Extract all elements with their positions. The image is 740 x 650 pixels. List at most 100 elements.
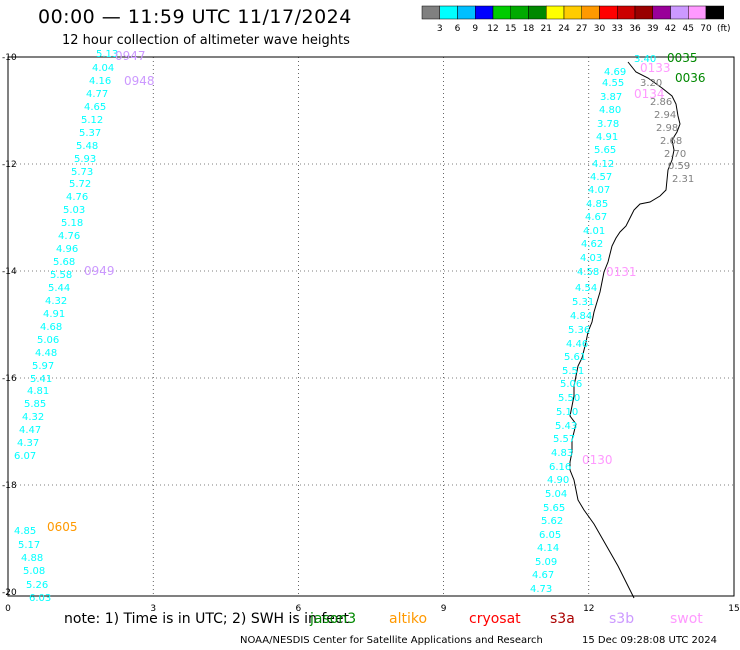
- x-tick-label: 12: [583, 604, 594, 614]
- color-scale-label: 36: [629, 24, 641, 34]
- wave-height-label: 4.83: [551, 448, 573, 459]
- wave-height-label: 6.03: [29, 593, 51, 604]
- legend-mission-s3b: s3b: [609, 611, 635, 627]
- color-scale-label: 33: [612, 24, 623, 34]
- wave-height-label: 5.73: [71, 167, 93, 178]
- wave-height-label: 4.32: [22, 412, 44, 423]
- wave-height-label: 4.81: [27, 386, 49, 397]
- color-scale-label: 39: [647, 24, 659, 34]
- y-tick-label: -16: [2, 374, 17, 384]
- color-scale-swatch: [634, 5, 653, 20]
- color-scale-label: 27: [576, 24, 587, 34]
- color-scale-label: 42: [665, 24, 676, 34]
- wave-height-label: 4.14: [537, 543, 559, 554]
- wave-height-label: 4.57: [590, 172, 612, 183]
- wave-height-label: 5.97: [32, 361, 54, 372]
- wave-height-label: 4.80: [599, 105, 621, 116]
- wave-height-label: 5.06: [37, 335, 59, 346]
- wave-height-label: 4.76: [66, 192, 88, 203]
- color-scale-swatch: [599, 5, 618, 20]
- color-scale-swatch: [457, 5, 476, 20]
- wave-height-label: 5.09: [535, 557, 557, 568]
- wave-height-label: 4.47: [19, 425, 41, 436]
- wave-height-label: 2.98: [656, 123, 678, 134]
- wave-height-label: 5.31: [572, 297, 594, 308]
- x-axis-ticks: 0 3 6 9 12 15: [5, 604, 740, 614]
- pass-time-labels: 0947 0948 0949 0605 0035 0036 0133 0134 0131 0130: [47, 49, 706, 534]
- color-scale-label: 24: [558, 24, 570, 34]
- wave-height-label: 2.31: [672, 174, 694, 185]
- wave-height-label: 5.68: [53, 257, 75, 268]
- wave-height-label: 5.61: [564, 352, 586, 363]
- y-tick-label: -18: [2, 481, 17, 491]
- wave-height-label: 5.65: [594, 145, 616, 156]
- color-scale-label: 12: [487, 24, 498, 34]
- wave-height-label: 4.67: [585, 212, 607, 223]
- wave-height-label: 3.87: [600, 92, 622, 103]
- color-scale-swatch: [528, 5, 547, 20]
- color-scale-label: 70: [700, 24, 712, 34]
- wave-height-label: 3.20: [640, 78, 662, 89]
- footer-credit: NOAA/NESDIS Center for Satellite Applica…: [240, 635, 543, 646]
- map-frame: [7, 56, 735, 597]
- wave-height-label: 4.01: [583, 226, 605, 237]
- wave-height-label: 4.88: [21, 553, 43, 564]
- y-tick-label: -10: [2, 53, 17, 63]
- x-tick-label: 0: [5, 604, 11, 614]
- wave-height-label: 5.51: [562, 366, 584, 377]
- legend-note: note: 1) Time is in UTC; 2) SWH is in fe…: [64, 611, 350, 627]
- wave-height-label: 4.07: [588, 185, 610, 196]
- wave-height-label: 5.50: [558, 393, 580, 404]
- wave-height-label: 4.12: [592, 159, 614, 170]
- color-scale-swatch: [617, 5, 636, 20]
- wave-height-label: 4.85: [14, 526, 36, 537]
- wave-height-label: 5.17: [18, 540, 40, 551]
- pass-time-label: 0134: [634, 87, 665, 101]
- wave-height-label: 5.04: [545, 489, 567, 500]
- color-scale-swatch: [563, 5, 582, 20]
- coastline: [569, 61, 681, 599]
- page-subtitle: 12 hour collection of altimeter wave hei…: [62, 33, 350, 48]
- pass-time-label: 0947: [115, 49, 146, 63]
- color-scale-swatch: [546, 5, 565, 20]
- wave-height-label: 5.43: [555, 421, 577, 432]
- grid-lines: [8, 57, 734, 596]
- wave-height-label: 4.16: [89, 76, 111, 87]
- x-tick-label: 9: [441, 604, 447, 614]
- wave-height-label: 5.85: [24, 399, 46, 410]
- wave-height-label: 4.85: [586, 199, 608, 210]
- altimeter-tracks: 5.13 4.04 4.16 4.77 4.65 5.12 5.37 5.48 5.93 5.73…: [14, 49, 694, 604]
- wave-height-label: 2.70: [664, 149, 686, 160]
- wave-height-label: 4.68: [40, 322, 62, 333]
- wave-height-label: 5.06: [560, 379, 582, 390]
- wave-height-label: 3.78: [597, 119, 619, 130]
- wave-height-label: 4.46: [566, 339, 588, 350]
- wave-height-label: 2.94: [654, 110, 676, 121]
- x-tick-label: 6: [296, 604, 302, 614]
- wave-height-label: 4.91: [596, 132, 618, 143]
- wave-height-label: 4.62: [581, 239, 603, 250]
- wave-height-label: 4.55: [602, 78, 624, 89]
- pass-time-label: 0948: [124, 74, 155, 88]
- wave-height-label: 4.69: [604, 67, 626, 78]
- wave-height-label: 5.03: [63, 205, 85, 216]
- y-axis-ticks: -10 -12 -14 -16 -18 -20: [2, 53, 17, 598]
- color-scale-swatch: [510, 5, 529, 20]
- color-scale-label: 6: [455, 24, 461, 34]
- y-tick-label: -12: [2, 160, 17, 170]
- color-scale-swatch: [652, 5, 671, 20]
- wave-height-label: 2.86: [650, 97, 672, 108]
- wave-height-label: 3.40: [634, 54, 656, 65]
- wave-height-label: 5.62: [541, 516, 563, 527]
- wave-height-label: 5.18: [61, 218, 83, 229]
- wave-height-label: 5.37: [79, 128, 101, 139]
- wave-height-label: 5.58: [50, 270, 72, 281]
- color-scale-swatch: [670, 5, 689, 20]
- wave-height-label: 4.54: [575, 283, 597, 294]
- color-scale-swatch: [705, 5, 724, 20]
- pass-time-label: 0036: [675, 71, 706, 85]
- color-scale-swatch: [421, 5, 440, 20]
- page-title: 00:00 — 11:59 UTC 11/17/2024: [38, 6, 352, 28]
- wave-height-label: 4.65: [84, 102, 106, 113]
